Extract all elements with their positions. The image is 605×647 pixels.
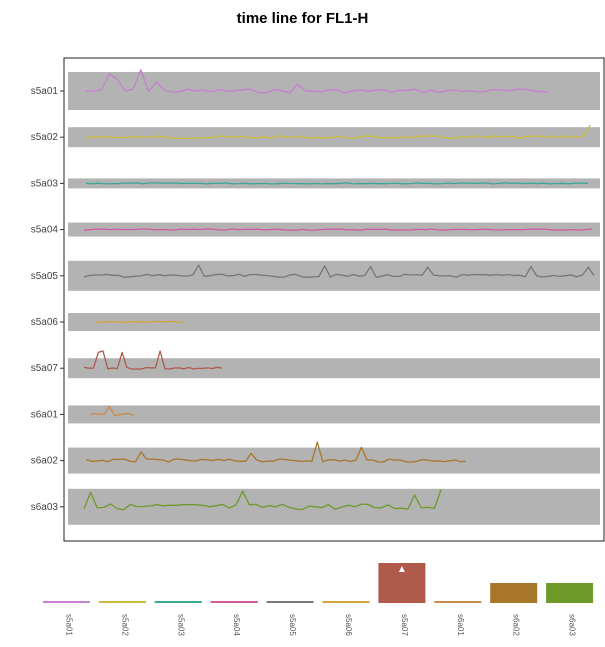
bottom-bar-s6a02 (490, 583, 538, 603)
y-label-s5a03: s5a03 (31, 178, 59, 189)
bottom-bar-s6a01 (434, 601, 482, 603)
series-line-s5a05 (83, 264, 595, 278)
y-axis-labels: s5a01 s5a02 s5a03 s5a04 s5a05 s5a06 s5a07 s6a01… (31, 86, 64, 513)
bottom-label-s6a03: s6a03 (568, 614, 577, 636)
bottom-bar-s5a06 (322, 601, 370, 603)
series-line-s5a01 (85, 69, 549, 94)
bar-marker (398, 566, 405, 572)
series-line-s5a03 (85, 182, 589, 185)
bottom-label-s5a05: s5a05 (288, 614, 297, 636)
row-band-s6a01 (68, 405, 600, 424)
series-line-s6a01 (89, 405, 135, 417)
bottom-bar-s5a01 (43, 601, 90, 603)
y-label-s5a05: s5a05 (31, 271, 59, 282)
bottom-label-s5a02: s5a02 (120, 614, 129, 636)
bottom-label-s5a07: s5a07 (400, 614, 409, 636)
row-band-s5a07 (68, 358, 600, 379)
y-label-s5a04: s5a04 (31, 225, 59, 236)
chart-title: time line for FL1-H (236, 10, 369, 27)
row-band-s6a02 (68, 447, 600, 474)
series-line-s6a02 (85, 441, 467, 463)
bottom-label-s5a04: s5a04 (232, 614, 241, 636)
bottom-bar-s6a03 (546, 583, 594, 603)
bottom-bar-s5a05 (266, 601, 314, 603)
series-line-s6a03 (83, 489, 442, 511)
y-label-s6a01: s6a01 (31, 409, 59, 420)
y-label-s5a07: s5a07 (31, 363, 59, 374)
bottom-label-s5a01: s5a01 (65, 614, 74, 636)
y-label-s6a02: s6a02 (31, 456, 59, 467)
bottom-label-s6a02: s6a02 (512, 614, 521, 636)
y-label-s6a03: s6a03 (31, 502, 59, 513)
bottom-label-s6a01: s6a01 (456, 614, 465, 636)
row-band-s5a06 (68, 313, 600, 331)
y-label-s5a01: s5a01 (31, 86, 59, 97)
y-label-s5a02: s5a02 (31, 132, 59, 143)
bottom-bar-s5a04 (210, 601, 258, 603)
series-line-s5a07 (83, 350, 223, 370)
row-band-s6a03 (68, 488, 600, 525)
bottom-bar-s5a02 (98, 601, 146, 603)
series-line-s5a06 (95, 320, 184, 324)
series-line-s5a02 (85, 124, 591, 140)
bottom-bars: s5a01 s5a02 s5a03 s5a04 s5a05 s5a06 s5a07 s6a01… (43, 563, 594, 636)
y-label-s5a06: s5a06 (31, 317, 59, 328)
bottom-label-s5a06: s5a06 (344, 614, 353, 636)
series-line-s5a04 (83, 228, 593, 231)
bottom-bar-s5a03 (154, 601, 202, 603)
bottom-label-s5a03: s5a03 (176, 614, 185, 636)
series-lines (83, 69, 595, 511)
